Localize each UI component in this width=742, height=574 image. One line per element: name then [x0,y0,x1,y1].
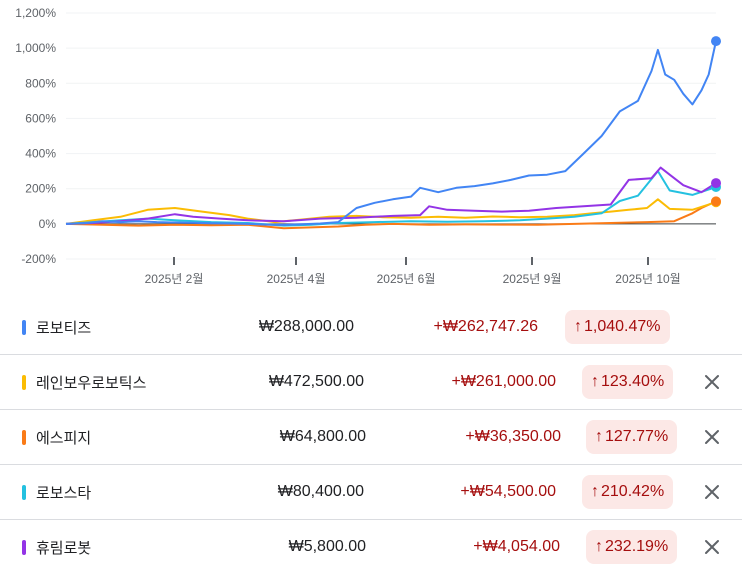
percent-change-badge: ↑ 210.42% [582,475,674,509]
arrow-up-icon: ↑ [591,483,599,500]
x-tick-label: 2025년 6월 [377,272,436,286]
series-color-swatch [22,375,26,390]
x-tick-label: 2025년 2월 [145,272,204,286]
percent-change-badge: ↑ 232.19% [586,530,678,564]
y-tick-label: 600% [25,111,56,125]
percent-change-badge: ↑ 1,040.47% [565,310,670,344]
series-line-4 [65,166,717,225]
x-tick-label: 2025년 4월 [267,272,326,286]
stock-price: ₩80,400.00 [277,483,364,500]
series-end-dot-2 [711,196,721,207]
stock-row-hyulim-robot[interactable]: 휴림로봇 ₩5,800.00 +₩4,054.00 ↑ 232.19% [0,520,742,574]
close-icon[interactable] [702,372,722,392]
comparison-chart: 1,200% 1,000% 800% 600% 400% 200% 0% -200% 2025년… [15,6,721,286]
series-color-swatch [22,485,26,500]
y-tick-label: 0% [39,217,57,231]
series-line-1 [65,198,717,225]
price-change: +₩262,747.26 [433,318,538,335]
arrow-up-icon: ↑ [595,428,603,445]
series-color-swatch [22,430,26,445]
price-change: +₩4,054.00 [473,538,560,555]
stock-row-spg[interactable]: 에스피지 ₩64,800.00 +₩36,350.00 ↑ 127.77% [0,410,742,465]
series-line-0 [65,40,717,226]
stock-name: 에스피지 [36,430,92,447]
stock-price: ₩5,800.00 [288,538,366,555]
series-color-swatch [22,320,26,335]
price-change: +₩261,000.00 [451,373,556,390]
series-end-dot-4 [711,178,721,189]
percent-change-badge: ↑ 127.77% [586,420,678,454]
close-icon[interactable] [702,482,722,502]
arrow-up-icon: ↑ [591,373,599,390]
x-tick-label: 2025년 10월 [615,272,680,286]
series-end-dot-0 [711,36,721,47]
series-line-2 [65,200,717,230]
arrow-up-icon: ↑ [595,538,603,555]
y-tick-label: 400% [25,147,56,161]
y-tick-label: 1,200% [15,6,56,20]
x-tick-label: 2025년 9월 [503,272,562,286]
stock-name: 로보스타 [36,485,92,502]
stock-row-robotis[interactable]: 로보티즈 ₩288,000.00 +₩262,747.26 ↑ 1,040.47% [0,300,742,355]
percent-change-badge: ↑ 123.40% [582,365,674,399]
stock-comparison-list: 로보티즈 ₩288,000.00 +₩262,747.26 ↑ 1,040.47%… [0,300,742,574]
stock-row-rainbow-robotics[interactable]: 레인보우로보틱스 ₩472,500.00 +₩261,000.00 ↑ 123.4… [0,355,742,410]
series-line-3 [65,170,717,227]
stock-price: ₩64,800.00 [279,428,366,445]
stock-row-robostar[interactable]: 로보스타 ₩80,400.00 +₩54,500.00 ↑ 210.42% [0,465,742,520]
price-change: +₩36,350.00 [465,428,561,445]
price-change: +₩54,500.00 [460,483,556,500]
stock-name: 로보티즈 [36,320,92,337]
y-tick-label: -200% [21,252,56,266]
close-icon[interactable] [702,537,722,557]
y-tick-label: 1,000% [15,41,56,55]
y-tick-label: 800% [25,76,56,90]
stock-name: 휴림로봇 [36,540,92,557]
series-color-swatch [22,540,26,555]
stock-price: ₩288,000.00 [258,318,354,335]
stock-name: 레인보우로보틱스 [36,375,147,392]
arrow-up-icon: ↑ [574,318,582,335]
close-icon[interactable] [702,427,722,447]
y-tick-label: 200% [25,182,56,196]
stock-price: ₩472,500.00 [268,373,364,390]
